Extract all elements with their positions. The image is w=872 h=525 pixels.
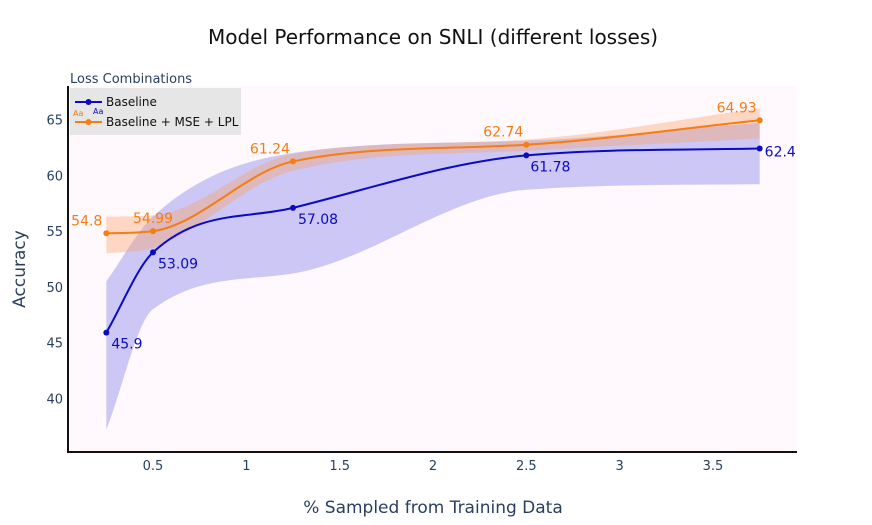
legend-title: Loss Combinations bbox=[70, 72, 192, 87]
chart-title: Model Performance on SNLI (different los… bbox=[208, 25, 658, 49]
legend-item-baseline[interactable]: Aa Baseline bbox=[75, 95, 157, 116]
y-tick-label: 40 bbox=[46, 392, 63, 407]
legend-symbol-text-baseline-mse-lpl: Aa bbox=[73, 109, 83, 118]
data-label-baseline: 62.4 bbox=[765, 144, 796, 160]
series-line-baseline bbox=[105, 147, 760, 334]
legend-label-baseline: Baseline bbox=[106, 95, 157, 109]
data-label-baseline-mse-lpl: 64.93 bbox=[717, 100, 757, 116]
x-axis-title: % Sampled from Training Data bbox=[303, 498, 563, 518]
legend-marker-baseline-mse-lpl bbox=[85, 119, 92, 125]
y-tick-label: 60 bbox=[46, 169, 63, 184]
y-tick-label: 50 bbox=[46, 281, 63, 296]
legend[interactable]: Loss Combinations Aa Baseline Aa Baselin… bbox=[70, 72, 241, 135]
data-label-baseline-mse-lpl: 54.99 bbox=[133, 211, 173, 227]
legend-label-baseline-mse-lpl: Baseline + MSE + LPL bbox=[106, 115, 239, 129]
data-label-baseline: 45.9 bbox=[111, 337, 142, 353]
x-tick-label: 0.5 bbox=[143, 459, 164, 474]
data-label-baseline-mse-lpl: 62.74 bbox=[483, 125, 523, 141]
legend-symbol-text-baseline: Aa bbox=[93, 107, 103, 116]
data-point-baseline-mse-lpl[interactable] bbox=[523, 141, 530, 148]
data-point-baseline-mse-lpl[interactable] bbox=[756, 117, 763, 124]
y-axis-ticks: 40 45 50 55 60 65 bbox=[46, 113, 63, 407]
x-tick-label: 1.5 bbox=[329, 459, 350, 474]
data-label-baseline: 61.78 bbox=[530, 159, 570, 175]
data-point-baseline[interactable] bbox=[523, 152, 530, 159]
confidence-bands bbox=[106, 108, 760, 430]
confidence-band-baseline-mse-lpl bbox=[106, 108, 760, 254]
data-label-baseline-mse-lpl: 61.24 bbox=[250, 141, 290, 157]
data-label-baseline: 57.08 bbox=[298, 212, 338, 228]
legend-item-baseline-mse-lpl[interactable]: Aa Baseline + MSE + LPL bbox=[73, 109, 239, 129]
data-labels: 45.9 53.09 57.08 61.78 62.4 54.8 54.99 61.24 62.… bbox=[71, 100, 796, 352]
data-point-baseline-mse-lpl[interactable] bbox=[150, 228, 156, 235]
x-tick-label: 1 bbox=[242, 459, 250, 474]
x-tick-label: 2.5 bbox=[516, 459, 537, 474]
data-label-baseline-mse-lpl: 54.8 bbox=[71, 213, 102, 229]
data-point-baseline-mse-lpl[interactable] bbox=[290, 158, 296, 165]
plot-background bbox=[69, 86, 797, 452]
legend-marker-baseline bbox=[85, 99, 92, 105]
legend-box bbox=[70, 88, 241, 135]
y-tick-label: 65 bbox=[46, 113, 63, 128]
confidence-band-baseline bbox=[106, 122, 760, 430]
y-axis-title: Accuracy bbox=[10, 230, 30, 308]
series-points bbox=[103, 117, 763, 336]
x-tick-label: 2 bbox=[429, 459, 437, 474]
data-point-baseline[interactable] bbox=[756, 145, 763, 152]
data-point-baseline[interactable] bbox=[150, 249, 156, 256]
y-tick-label: 55 bbox=[46, 225, 63, 240]
x-axis-ticks: 0.5 1 1.5 2 2.5 3 3.5 bbox=[143, 459, 724, 474]
data-point-baseline-mse-lpl[interactable] bbox=[103, 230, 110, 237]
data-point-baseline[interactable] bbox=[103, 329, 110, 336]
data-point-baseline[interactable] bbox=[290, 204, 296, 211]
x-tick-label: 3.5 bbox=[703, 459, 724, 474]
y-tick-label: 45 bbox=[46, 337, 63, 352]
data-label-baseline: 53.09 bbox=[158, 256, 198, 272]
x-tick-label: 3 bbox=[616, 459, 624, 474]
